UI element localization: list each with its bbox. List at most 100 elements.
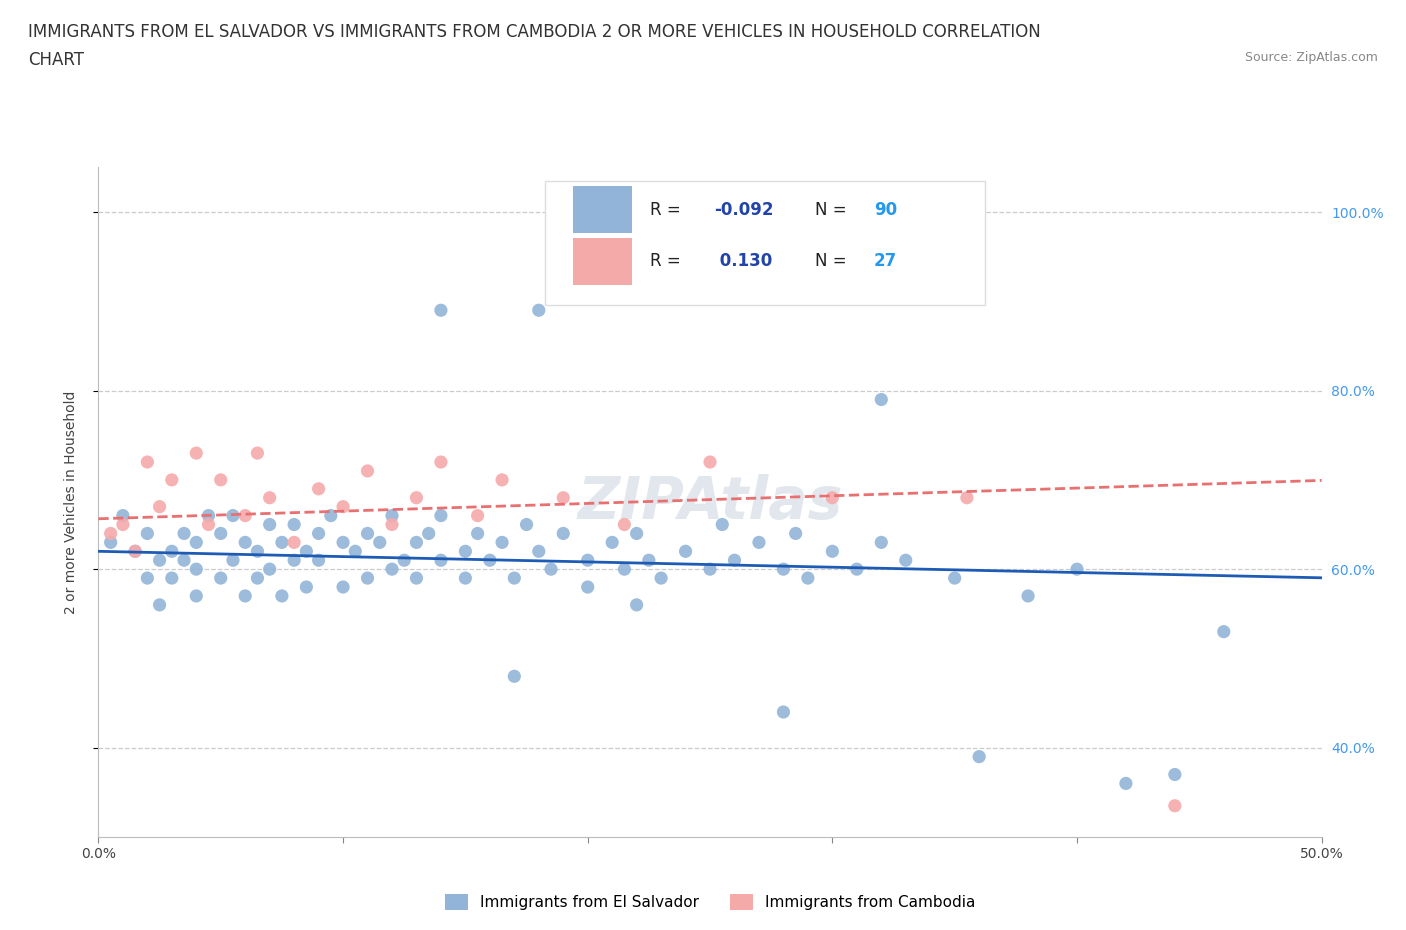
Point	[467, 526, 489, 541]
Point	[222, 552, 245, 567]
Point	[308, 526, 330, 541]
Text: R =: R =	[650, 201, 686, 219]
Point	[540, 562, 562, 577]
Point	[136, 455, 159, 470]
Point	[149, 499, 172, 514]
Point	[1164, 798, 1187, 813]
Point	[246, 571, 269, 586]
Point	[381, 517, 404, 532]
Point	[553, 526, 575, 541]
Point	[381, 562, 404, 577]
Point	[136, 526, 159, 541]
Point	[186, 445, 208, 460]
Point	[748, 535, 770, 550]
Point	[270, 535, 294, 550]
Point	[186, 535, 208, 550]
Point	[1212, 624, 1234, 639]
Text: CHART: CHART	[28, 51, 84, 69]
Point	[772, 562, 794, 577]
Point	[270, 589, 294, 604]
Point	[186, 589, 208, 604]
Text: ZIPAtlas: ZIPAtlas	[578, 473, 842, 531]
Point	[136, 571, 159, 586]
Point	[222, 508, 245, 523]
Point	[356, 463, 378, 478]
Point	[344, 544, 367, 559]
Point	[613, 562, 636, 577]
Text: N =: N =	[815, 252, 852, 271]
Point	[111, 508, 134, 523]
Point	[259, 490, 281, 505]
Point	[699, 562, 721, 577]
FancyBboxPatch shape	[574, 187, 631, 233]
Point	[1017, 589, 1039, 604]
Point	[405, 535, 427, 550]
Point	[1164, 767, 1187, 782]
Text: N =: N =	[815, 201, 852, 219]
Text: 0.130: 0.130	[714, 252, 772, 271]
Text: 90: 90	[875, 201, 897, 219]
Point	[454, 571, 477, 586]
Point	[967, 750, 990, 764]
Point	[308, 482, 330, 497]
Point	[613, 517, 636, 532]
FancyBboxPatch shape	[546, 180, 986, 305]
Point	[430, 303, 453, 318]
Text: Source: ZipAtlas.com: Source: ZipAtlas.com	[1244, 51, 1378, 64]
Point	[233, 535, 256, 550]
Point	[527, 303, 550, 318]
Point	[650, 571, 672, 586]
Point	[160, 544, 183, 559]
Point	[283, 552, 305, 567]
Point	[956, 490, 979, 505]
Point	[553, 490, 575, 505]
Point	[356, 526, 378, 541]
Point	[283, 535, 305, 550]
Point	[503, 571, 526, 586]
Point	[368, 535, 391, 550]
Point	[430, 455, 453, 470]
Point	[356, 571, 378, 586]
Point	[600, 535, 623, 550]
Point	[430, 508, 453, 523]
Point	[173, 526, 195, 541]
Point	[295, 579, 318, 594]
Point	[209, 526, 232, 541]
Point	[1066, 562, 1088, 577]
Point	[197, 508, 219, 523]
Point	[785, 526, 807, 541]
Point	[821, 544, 844, 559]
Point	[797, 571, 820, 586]
Point	[478, 552, 501, 567]
Point	[943, 571, 966, 586]
Point	[626, 597, 648, 612]
Point	[821, 490, 844, 505]
Point	[233, 508, 256, 523]
Point	[124, 544, 146, 559]
Point	[491, 535, 513, 550]
Point	[894, 552, 917, 567]
Point	[870, 535, 893, 550]
Point	[149, 597, 172, 612]
Point	[699, 455, 721, 470]
Point	[1115, 776, 1137, 790]
Text: IMMIGRANTS FROM EL SALVADOR VS IMMIGRANTS FROM CAMBODIA 2 OR MORE VEHICLES IN HO: IMMIGRANTS FROM EL SALVADOR VS IMMIGRANT…	[28, 23, 1040, 41]
Point	[675, 544, 697, 559]
FancyBboxPatch shape	[574, 238, 631, 285]
Point	[246, 544, 269, 559]
Point	[392, 552, 416, 567]
Point	[160, 571, 183, 586]
Point	[197, 517, 219, 532]
Point	[233, 589, 256, 604]
Point	[209, 571, 232, 586]
Point	[111, 517, 134, 532]
Point	[246, 445, 269, 460]
Point	[527, 544, 550, 559]
Point	[209, 472, 232, 487]
Text: -0.092: -0.092	[714, 201, 773, 219]
Point	[430, 552, 453, 567]
Point	[100, 535, 122, 550]
Point	[503, 669, 526, 684]
Point	[160, 472, 183, 487]
Point	[149, 552, 172, 567]
